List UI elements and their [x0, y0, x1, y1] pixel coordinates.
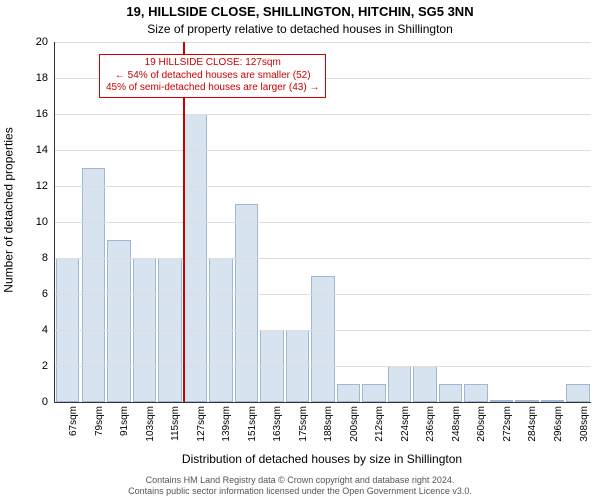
bar [566, 384, 589, 402]
annotation-line-3: 45% of semi-detached houses are larger (… [106, 82, 319, 95]
x-tick-label: 115sqm [170, 406, 181, 441]
y-tick-label: 6 [20, 288, 48, 300]
x-tick-label: 200sqm [349, 406, 360, 442]
x-tick-label: 212sqm [374, 406, 385, 442]
x-tick-label: 188sqm [323, 406, 334, 442]
y-tick-label: 20 [20, 36, 48, 48]
bar [515, 400, 538, 402]
chart-subtitle: Size of property relative to detached ho… [0, 22, 600, 36]
bar [413, 366, 436, 402]
chart-title: 19, HILLSIDE CLOSE, SHILLINGTON, HITCHIN… [0, 4, 600, 19]
y-tick-label: 8 [20, 252, 48, 264]
gridline [55, 222, 591, 223]
annotation-box: 19 HILLSIDE CLOSE: 127sqm ← 54% of detac… [99, 54, 326, 98]
gridline [55, 186, 591, 187]
x-tick-label: 284sqm [527, 406, 538, 442]
y-axis-label: Number of detached properties [0, 0, 18, 420]
bar [107, 240, 130, 402]
y-tick-label: 18 [20, 72, 48, 84]
x-tick-label: 260sqm [476, 406, 487, 442]
annotation-line-2: ← 54% of detached houses are smaller (52… [106, 70, 319, 83]
attribution-line-1: Contains HM Land Registry data © Crown c… [0, 475, 600, 486]
x-tick-label: 151sqm [247, 406, 258, 442]
x-tick-label: 67sqm [68, 406, 79, 436]
gridline [55, 330, 591, 331]
x-tick-label: 79sqm [94, 406, 105, 436]
attribution: Contains HM Land Registry data © Crown c… [0, 475, 600, 498]
gridline [55, 150, 591, 151]
x-tick-label: 248sqm [451, 406, 462, 442]
bar [235, 204, 258, 402]
x-tick-label: 103sqm [145, 406, 156, 442]
bar [337, 384, 360, 402]
y-tick-label: 4 [20, 324, 48, 336]
x-tick-label: 91sqm [119, 406, 130, 436]
bar [388, 366, 411, 402]
gridline [55, 294, 591, 295]
bar [541, 400, 564, 402]
bar [490, 400, 513, 402]
x-tick-label: 272sqm [502, 406, 513, 442]
annotation-line-1: 19 HILLSIDE CLOSE: 127sqm [106, 57, 319, 70]
y-tick-label: 12 [20, 180, 48, 192]
y-tick-label: 0 [20, 396, 48, 408]
bar [439, 384, 462, 402]
x-tick-label: 296sqm [553, 406, 564, 442]
y-tick-label: 16 [20, 108, 48, 120]
gridline [55, 114, 591, 115]
x-tick-label: 163sqm [272, 406, 283, 442]
gridline [55, 366, 591, 367]
bar [464, 384, 487, 402]
x-tick-label: 139sqm [221, 406, 232, 442]
attribution-line-2: Contains public sector information licen… [0, 486, 600, 497]
x-tick-label: 224sqm [400, 406, 411, 442]
gridline [55, 258, 591, 259]
y-axis-label-text: Number of detached properties [2, 127, 16, 292]
x-tick-label: 175sqm [298, 406, 309, 442]
y-tick-label: 2 [20, 360, 48, 372]
x-tick-label: 236sqm [425, 406, 436, 442]
x-tick-label: 127sqm [196, 406, 207, 442]
y-tick-label: 14 [20, 144, 48, 156]
y-tick-label: 10 [20, 216, 48, 228]
bar [362, 384, 385, 402]
x-tick-label: 308sqm [579, 406, 590, 442]
gridline [55, 42, 591, 43]
x-axis-label: Distribution of detached houses by size … [54, 452, 590, 466]
